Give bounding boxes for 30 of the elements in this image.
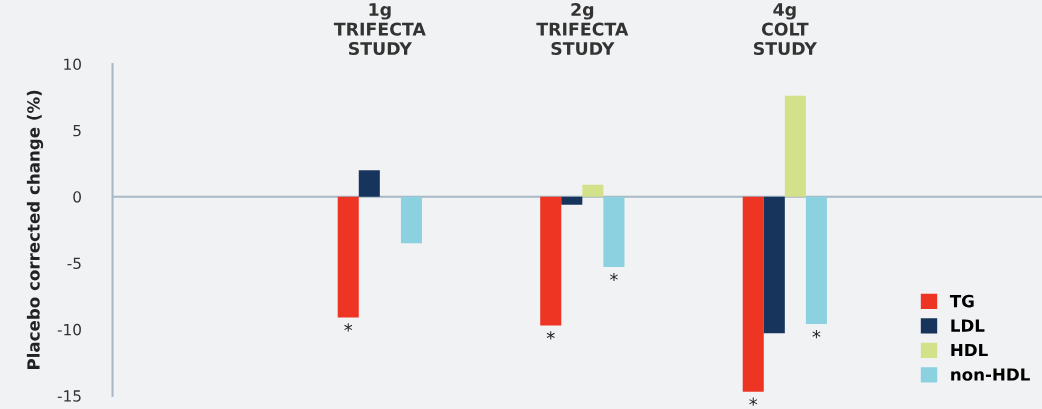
x-tick-label: 1g TRIFECTA STUDY [333,3,426,56]
bar [763,196,785,334]
data-label: * [749,397,758,406]
legend-label: TG [949,294,974,308]
data-label: * [344,323,353,332]
legend-label: non-HDL [951,368,1030,381]
data-label: * [609,272,618,282]
legend-label: LDL [951,319,985,332]
bar [400,196,422,244]
bar [603,196,625,268]
y-tick-label: -5 [67,257,81,270]
legend-label: HDL [951,343,988,357]
y-tick-label: 10 [64,58,81,71]
bar [358,170,380,197]
x-tick-label: 2g TRIFECTA STUDY [536,2,629,56]
bar [582,184,604,197]
bar [561,196,583,205]
x-tick-label: 4g COLT STUDY [753,3,818,56]
bar [337,196,359,318]
y-tick-label: -10 [57,323,81,336]
y-tick-label: -15 [57,390,81,402]
y-tick-label: 5 [73,125,81,137]
bar [540,196,562,326]
data-label: * [812,329,821,339]
bar [784,95,806,197]
data-label: * [546,331,555,340]
y-axis-title: Placebo corrected change (%) [26,90,44,369]
bar [805,196,827,325]
bar [742,196,764,392]
y-tick-label: 0 [73,191,81,203]
